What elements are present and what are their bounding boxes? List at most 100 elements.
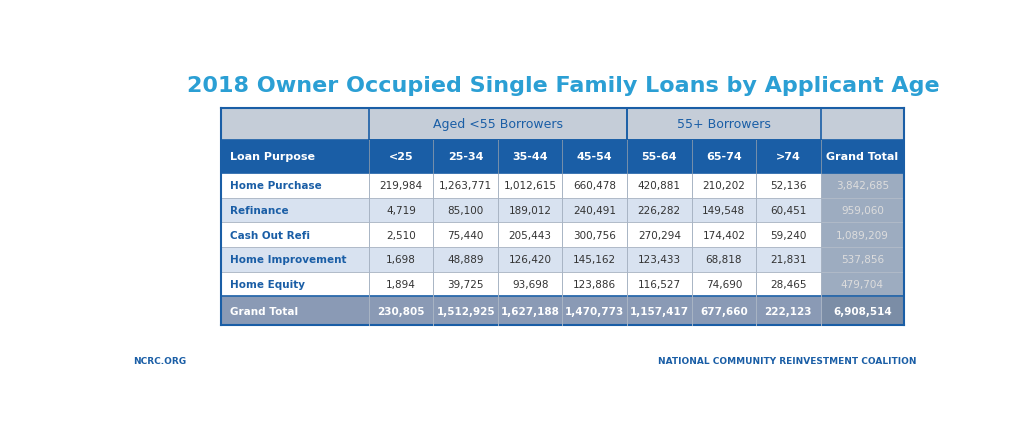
Bar — [498, 223, 562, 248]
Text: Refinance: Refinance — [230, 206, 289, 216]
Bar — [627, 248, 691, 272]
Bar — [756, 141, 820, 174]
Text: 959,060: 959,060 — [841, 206, 884, 216]
Text: NCRC.ORG: NCRC.ORG — [133, 357, 186, 366]
Text: 1,894: 1,894 — [386, 279, 416, 289]
Text: 1,698: 1,698 — [386, 255, 416, 265]
Text: 270,294: 270,294 — [638, 230, 681, 240]
Bar — [627, 297, 691, 325]
Bar — [433, 297, 498, 325]
Text: Cash Out Refi: Cash Out Refi — [230, 230, 310, 240]
Text: 230,805: 230,805 — [378, 306, 425, 316]
Bar — [221, 109, 369, 141]
Text: 2018 Owner Occupied Single Family Loans by Applicant Age: 2018 Owner Occupied Single Family Loans … — [186, 75, 939, 95]
Text: 123,433: 123,433 — [638, 255, 681, 265]
Text: Grand Total: Grand Total — [230, 306, 299, 316]
Bar — [221, 297, 369, 325]
Bar — [756, 272, 820, 297]
Text: 240,491: 240,491 — [573, 206, 616, 216]
Bar — [369, 223, 433, 248]
Bar — [433, 174, 498, 199]
Text: 55+ Borrowers: 55+ Borrowers — [677, 118, 771, 131]
Bar — [221, 248, 369, 272]
Text: 75,440: 75,440 — [447, 230, 484, 240]
Bar — [562, 223, 627, 248]
Text: 28,465: 28,465 — [770, 279, 807, 289]
Bar — [562, 141, 627, 174]
Text: 1,157,417: 1,157,417 — [630, 306, 689, 316]
Text: 226,282: 226,282 — [638, 206, 681, 216]
Bar — [820, 174, 904, 199]
Bar — [820, 141, 904, 174]
Text: 149,548: 149,548 — [702, 206, 745, 216]
Bar — [627, 272, 691, 297]
Text: 2,510: 2,510 — [386, 230, 416, 240]
Bar — [820, 297, 904, 325]
Text: 1,627,188: 1,627,188 — [501, 306, 560, 316]
Bar — [369, 141, 433, 174]
Text: 1,470,773: 1,470,773 — [565, 306, 625, 316]
Text: 52,136: 52,136 — [770, 181, 807, 191]
Text: 93,698: 93,698 — [512, 279, 549, 289]
Text: 189,012: 189,012 — [509, 206, 552, 216]
Bar — [433, 223, 498, 248]
Bar — [369, 272, 433, 297]
Text: 25-34: 25-34 — [447, 152, 483, 162]
Text: 1,512,925: 1,512,925 — [436, 306, 495, 316]
Bar — [627, 174, 691, 199]
Text: 660,478: 660,478 — [573, 181, 616, 191]
Bar — [627, 199, 691, 223]
Text: 205,443: 205,443 — [509, 230, 552, 240]
Bar — [498, 199, 562, 223]
Text: 210,202: 210,202 — [702, 181, 745, 191]
Bar — [562, 272, 627, 297]
Bar — [433, 248, 498, 272]
Bar — [433, 272, 498, 297]
Bar — [756, 223, 820, 248]
Text: >74: >74 — [776, 152, 801, 162]
Bar — [221, 223, 369, 248]
Text: 35-44: 35-44 — [512, 152, 548, 162]
Text: 59,240: 59,240 — [770, 230, 807, 240]
Bar — [756, 199, 820, 223]
Text: Loan Purpose: Loan Purpose — [230, 152, 315, 162]
Bar — [820, 272, 904, 297]
Text: 219,984: 219,984 — [380, 181, 423, 191]
Text: 145,162: 145,162 — [573, 255, 616, 265]
Text: 174,402: 174,402 — [702, 230, 745, 240]
Bar — [756, 297, 820, 325]
Bar — [691, 297, 756, 325]
Bar — [498, 272, 562, 297]
Text: 85,100: 85,100 — [447, 206, 483, 216]
Bar — [562, 297, 627, 325]
Bar — [627, 109, 820, 141]
Text: 21,831: 21,831 — [770, 255, 807, 265]
Text: 74,690: 74,690 — [706, 279, 742, 289]
Text: 45-54: 45-54 — [577, 152, 612, 162]
Text: 677,660: 677,660 — [700, 306, 748, 316]
Bar — [369, 199, 433, 223]
Text: Home Purchase: Home Purchase — [230, 181, 323, 191]
Bar — [691, 272, 756, 297]
Bar — [691, 199, 756, 223]
Bar — [627, 141, 691, 174]
Text: 6,908,514: 6,908,514 — [833, 306, 892, 316]
Bar — [221, 272, 369, 297]
Bar — [221, 199, 369, 223]
Text: 1,263,771: 1,263,771 — [439, 181, 493, 191]
Text: 420,881: 420,881 — [638, 181, 681, 191]
Text: Home Improvement: Home Improvement — [230, 255, 347, 265]
Text: 1,089,209: 1,089,209 — [836, 230, 889, 240]
Bar — [498, 141, 562, 174]
Bar — [820, 223, 904, 248]
Text: 479,704: 479,704 — [841, 279, 884, 289]
Bar — [562, 248, 627, 272]
Bar — [562, 174, 627, 199]
Text: Aged <55 Borrowers: Aged <55 Borrowers — [433, 118, 563, 131]
Bar — [756, 174, 820, 199]
Text: 3,842,685: 3,842,685 — [836, 181, 889, 191]
Bar — [498, 248, 562, 272]
Text: 68,818: 68,818 — [706, 255, 742, 265]
Bar — [369, 297, 433, 325]
Bar — [691, 174, 756, 199]
